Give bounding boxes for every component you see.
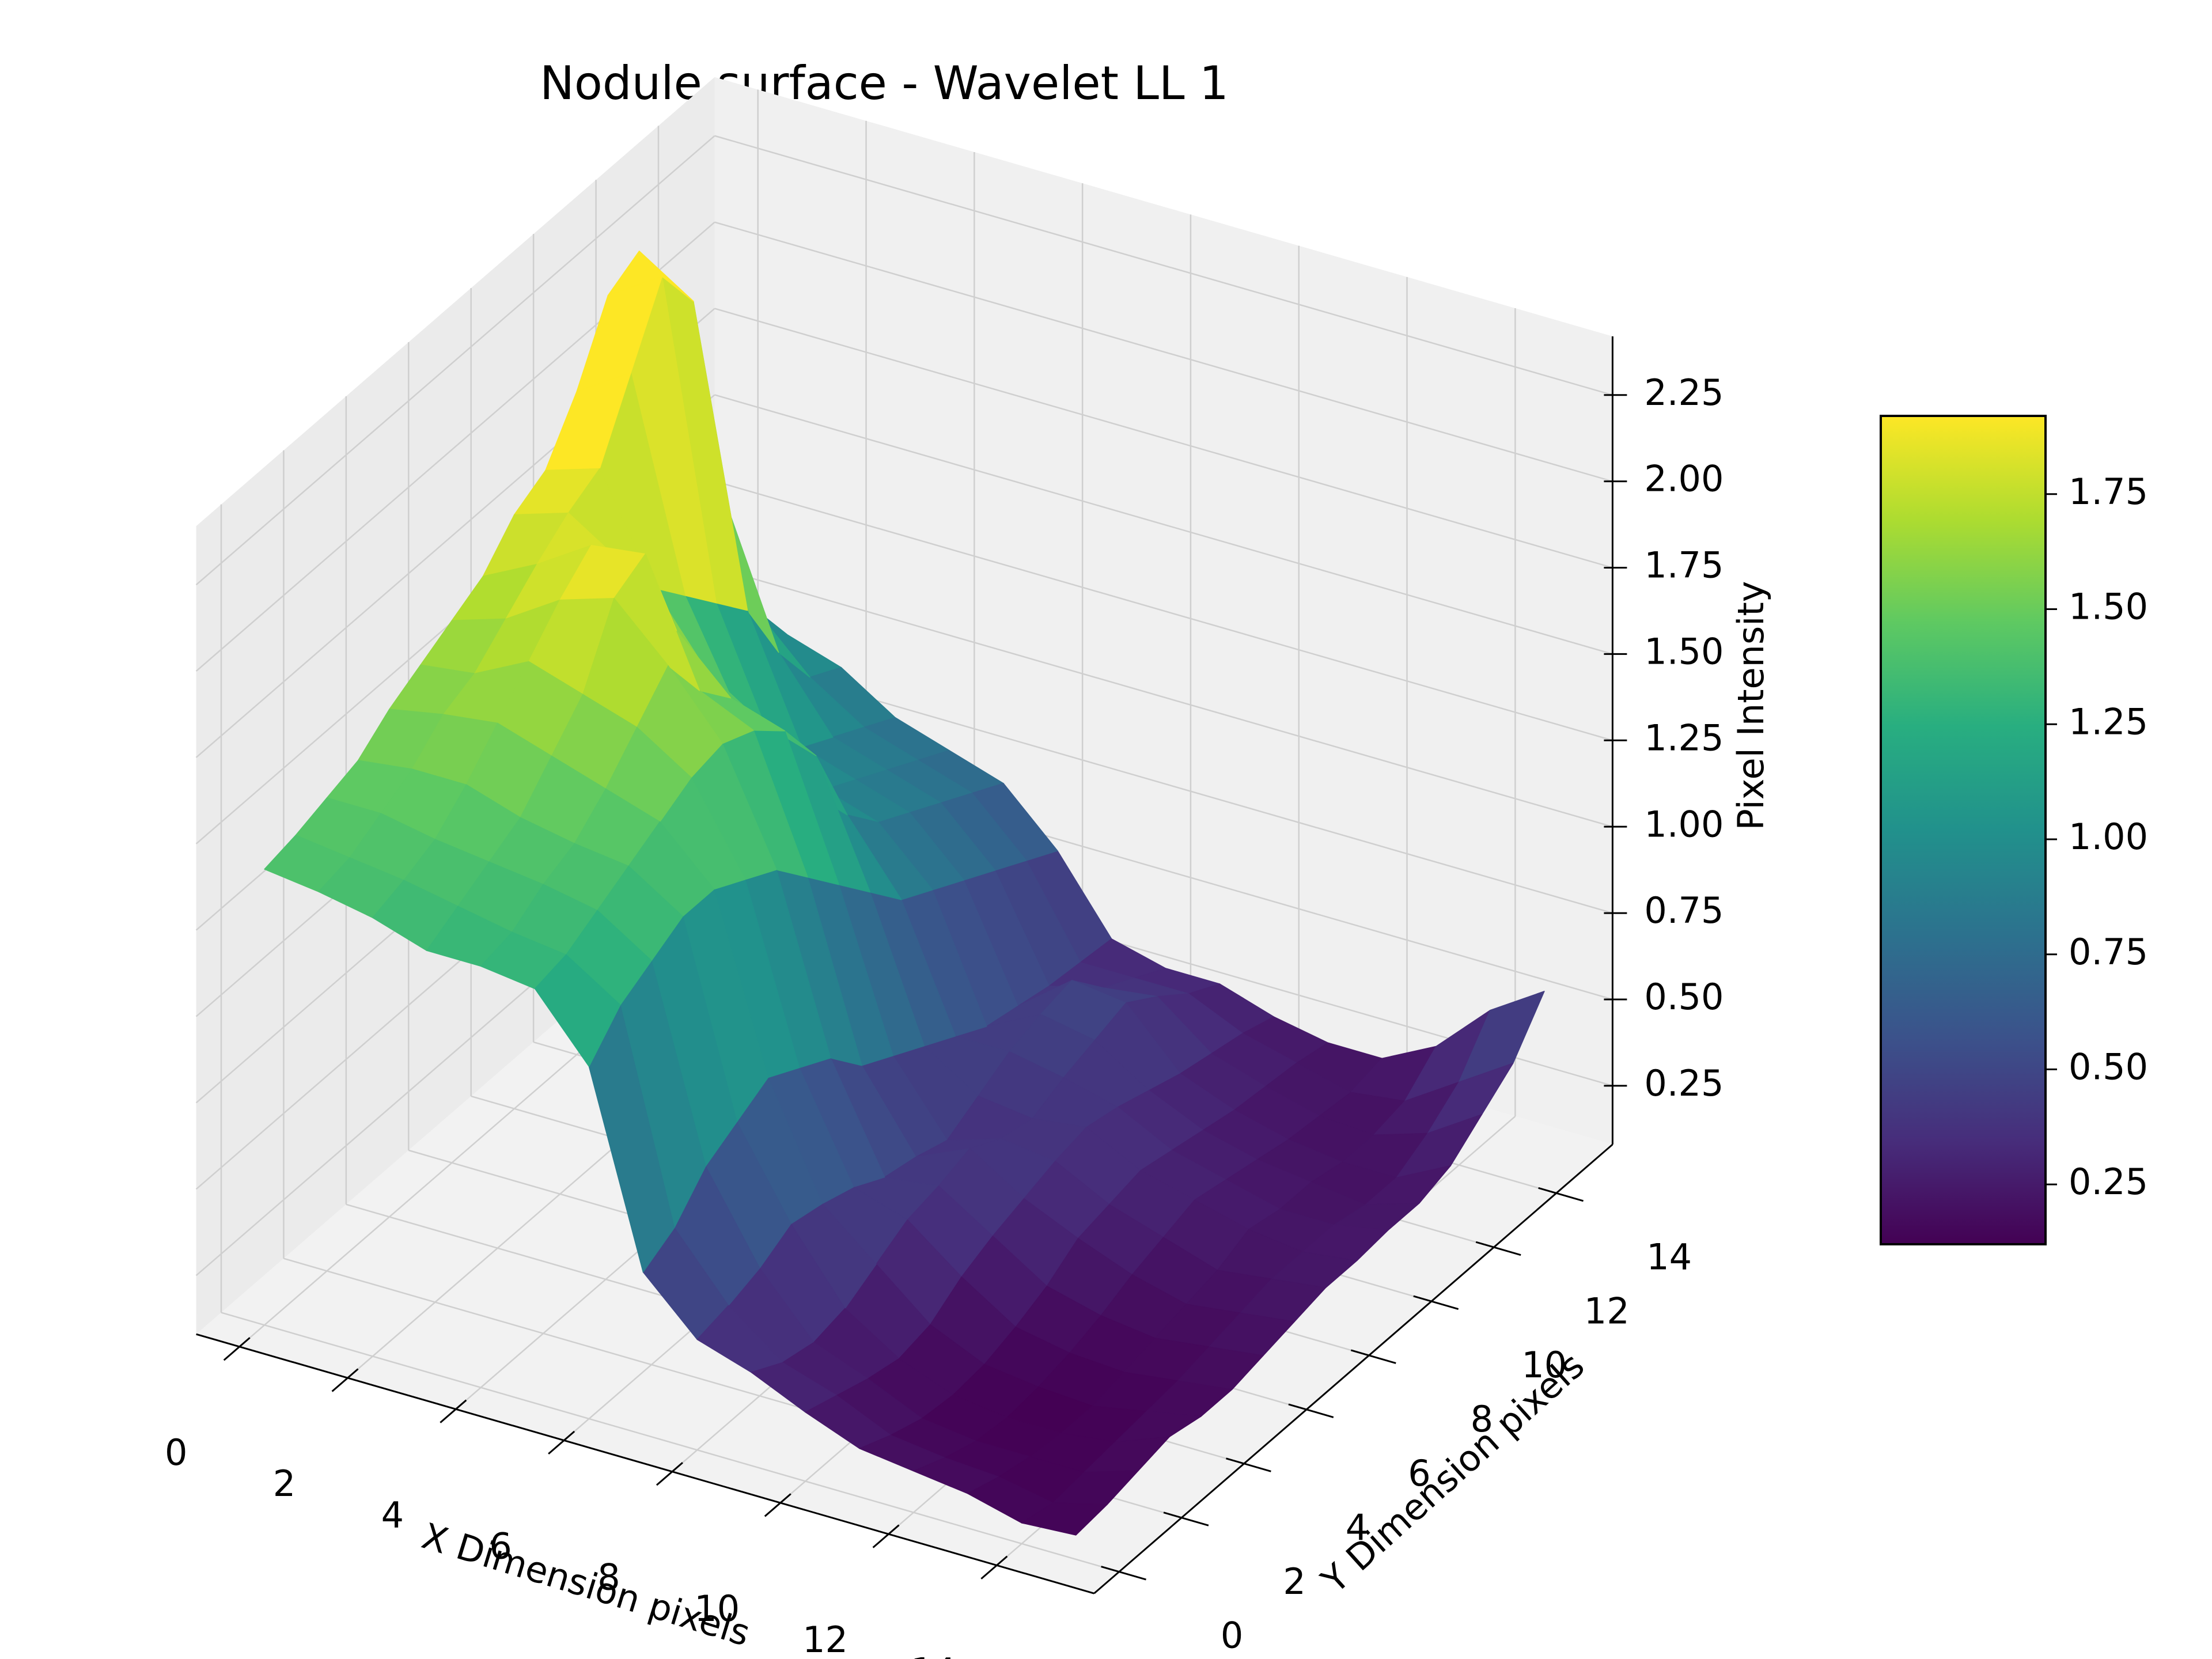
grid-line (221, 1312, 1120, 1573)
surface-face (534, 954, 621, 1067)
z-tick-label: 1.50 (1644, 631, 1724, 673)
y-tick-label: 14 (1646, 1236, 1692, 1278)
axis-line (196, 1333, 1094, 1594)
x-tick-label: 0 (165, 1431, 187, 1474)
grid-line (714, 480, 1613, 741)
tick-mark (656, 1461, 683, 1486)
tick-mark (1288, 1403, 1334, 1418)
tick-mark (1101, 1566, 1146, 1581)
tick-mark (1226, 1457, 1271, 1472)
z-tick-label: 0.50 (1644, 976, 1724, 1018)
grid-line (714, 308, 1613, 569)
y-axis-label: Y Dimension pixels (1313, 1344, 1592, 1602)
y-tick-label: 0 (1221, 1615, 1243, 1657)
y-tick-label: 10 (1521, 1344, 1567, 1386)
z-tick-label: 1.25 (1644, 717, 1724, 759)
tick-mark (223, 1337, 251, 1361)
x-tick-label: 2 (273, 1463, 296, 1505)
z-tick-label: 2.25 (1644, 372, 1724, 414)
z-tick-label: 1.00 (1644, 803, 1724, 845)
y-tick-label: 12 (1584, 1290, 1630, 1332)
z-tick-label: 0.75 (1644, 889, 1724, 931)
y-tick-label: 8 (1471, 1398, 1493, 1440)
chart-title: Nodule surface - Wavelet LL 1 (540, 56, 1229, 110)
tick-mark (764, 1493, 791, 1517)
y-tick-label: 2 (1283, 1560, 1305, 1603)
colorbar-tick-label: 0.25 (2069, 1161, 2148, 1203)
grid-line (714, 135, 1613, 396)
colorbar-tick-label: 1.25 (2069, 700, 2148, 743)
colorbar-tick-label: 1.75 (2069, 471, 2148, 513)
grid-line (195, 135, 715, 586)
surface-face (1021, 1502, 1108, 1536)
tick-mark (548, 1430, 575, 1455)
colorbar (1880, 415, 2047, 1245)
x-tick-label: 12 (802, 1619, 848, 1659)
tick-mark (980, 1555, 1008, 1580)
grid-line (714, 221, 1613, 482)
tick-mark (331, 1368, 359, 1392)
x-tick-label: 8 (597, 1556, 620, 1599)
grid-line (714, 394, 1613, 655)
z-tick-label: 0.25 (1644, 1062, 1724, 1104)
x-tick-label: 6 (489, 1525, 512, 1567)
z-tick-label: 1.75 (1644, 544, 1724, 586)
colorbar-tick-label: 0.50 (2069, 1046, 2148, 1088)
tick-mark (1350, 1349, 1396, 1364)
tick-mark (1413, 1295, 1459, 1310)
y-tick-label: 4 (1346, 1506, 1368, 1548)
colorbar-tick-label: 0.75 (2069, 931, 2148, 973)
tick-mark (872, 1524, 900, 1548)
z-tick-label: 2.00 (1644, 458, 1724, 500)
axis-line (1093, 1143, 1613, 1594)
grid-line (714, 566, 1613, 828)
y-tick-label: 6 (1408, 1452, 1430, 1494)
x-tick-label: 4 (381, 1494, 404, 1536)
tick-mark (1475, 1241, 1521, 1256)
x-axis-label: X Dimension pixels (417, 1515, 755, 1654)
x-tick-label: 10 (694, 1588, 740, 1630)
tick-mark (1538, 1187, 1584, 1202)
colorbar-tick-label: 1.00 (2069, 816, 2148, 858)
tick-mark (1163, 1512, 1209, 1527)
colorbar-tick-label: 1.50 (2069, 586, 2148, 628)
z-axis-label: Pixel Intensity (1730, 581, 1772, 831)
x-tick-label: 14 (911, 1650, 956, 1659)
tick-mark (440, 1399, 467, 1423)
